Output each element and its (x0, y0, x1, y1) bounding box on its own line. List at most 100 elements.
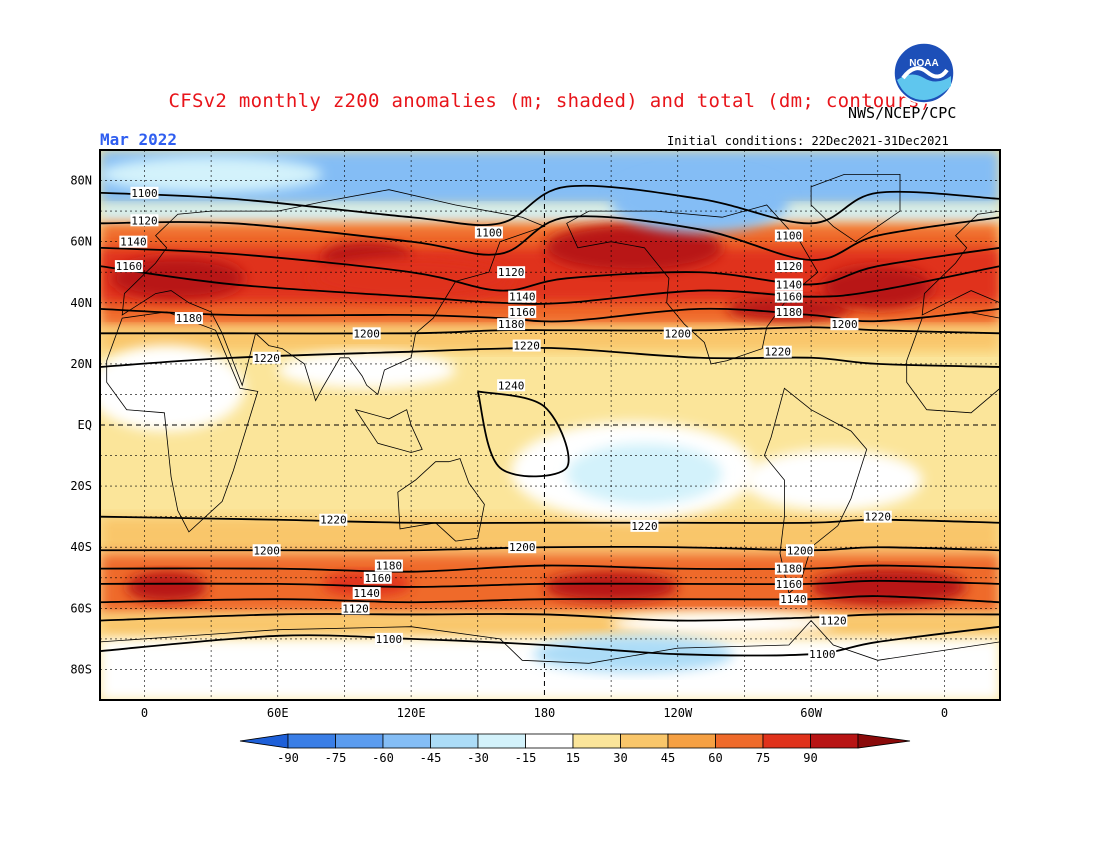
svg-text:1180: 1180 (498, 318, 525, 331)
contour-label: 1200 (786, 544, 814, 557)
lat-tick-label: 20N (70, 357, 92, 371)
anomaly-center (311, 256, 512, 300)
svg-text:1100: 1100 (809, 648, 836, 661)
contour-label: 1160 (363, 571, 392, 585)
colorbar-swatch (715, 733, 764, 749)
svg-text:1100: 1100 (476, 227, 503, 240)
contour-1140 (100, 246, 1000, 292)
contour-label: 1180 (374, 559, 403, 573)
lat-tick-label: 80N (70, 174, 92, 188)
contour-label: 1200 (352, 327, 381, 340)
svg-text:1180: 1180 (776, 306, 803, 319)
svg-text:1120: 1120 (342, 602, 369, 615)
contour-label: 1200 (663, 327, 692, 340)
colorbar-swatch (477, 733, 526, 749)
svg-text:1200: 1200 (665, 327, 692, 340)
subarctic-band (100, 205, 1000, 224)
contour-label: 1200 (508, 541, 537, 554)
svg-text:1200: 1200 (253, 544, 280, 557)
colorbar-swatch (572, 733, 621, 749)
neutral-patch (611, 611, 834, 636)
contour-label: 1100 (808, 648, 837, 661)
lat-tick-label: 80S (70, 662, 92, 676)
colorbar-label: -75 (325, 751, 347, 765)
contour-label: 1180 (774, 562, 803, 576)
contour-label: 1220 (252, 351, 281, 365)
contour-label: 1140 (352, 587, 381, 600)
svg-text:1240: 1240 (498, 379, 525, 392)
svg-text:1140: 1140 (780, 593, 807, 606)
contour-label: 1100 (474, 226, 503, 240)
svg-text:1220: 1220 (631, 520, 658, 533)
colorbar-label: -60 (372, 751, 394, 765)
colorbar-label: -90 (277, 751, 299, 765)
agency-label: NWS/NCEP/CPC (848, 104, 957, 122)
contour-label: 1140 (779, 593, 808, 606)
contour-1180 (100, 564, 1000, 573)
axis-labels: 80N 60N 40N 20N EQ 20S 40S 60S 80S 0 60E 120E 180 120… (70, 174, 948, 720)
contour-1140 (100, 595, 1000, 604)
contour-label: 1140 (774, 278, 803, 291)
map-frame (99, 149, 1001, 701)
lon-tick-label: 60W (800, 706, 822, 720)
contour-label: 1160 (774, 290, 803, 304)
svg-text:1220: 1220 (320, 514, 347, 527)
height-contours (100, 184, 1000, 657)
colorbar-swatch (667, 733, 716, 749)
colorbar-label: -45 (420, 751, 442, 765)
svg-text:1120: 1120 (820, 615, 847, 628)
svg-text:1140: 1140 (120, 236, 147, 249)
colorbar-swatch (335, 733, 384, 749)
colorbar-label: -15 (515, 751, 537, 765)
contour-label: 1180 (497, 318, 526, 331)
lat-tick-label: 40N (70, 296, 92, 310)
lat-tick-label: 60S (70, 601, 92, 615)
neutral-patch (744, 449, 923, 511)
contour-label: 1120 (497, 266, 526, 279)
contour-label: 1200 (252, 544, 281, 557)
svg-text:1180: 1180 (176, 312, 203, 325)
contour-1160 (100, 579, 1000, 588)
colorbar-label: -30 (467, 751, 489, 765)
colorbar-label: 30 (613, 751, 627, 765)
contour-label: 1160 (508, 305, 537, 319)
lon-tick-label: 0 (141, 706, 148, 720)
colorbar-label: 60 (708, 751, 722, 765)
anomaly-center (126, 571, 207, 603)
svg-text:1180: 1180 (376, 560, 403, 573)
contour-label: 1220 (630, 519, 659, 533)
contour-1100 (100, 184, 1000, 226)
contour-label: 1220 (512, 339, 541, 353)
europe-asia-outline (121, 189, 546, 402)
svg-text:1200: 1200 (787, 544, 814, 557)
lon-tick-label: 0 (941, 706, 948, 720)
noaa-logo-text: NOAA (909, 58, 938, 69)
svg-text:1140: 1140 (353, 587, 380, 600)
contour-label: 1160 (774, 577, 803, 591)
svg-text:1200: 1200 (509, 541, 536, 554)
colorbar-arrow-right (857, 733, 911, 749)
contour-label: 1220 (319, 513, 348, 527)
colorbar-swatch (810, 733, 859, 749)
anomaly-center (822, 266, 934, 309)
initial-conditions: Initial conditions: 22Dec2021-31Dec2021 (667, 134, 949, 148)
contour-label: 1100 (774, 229, 803, 243)
contour-label: 1140 (119, 235, 148, 249)
contour-label: 1220 (763, 345, 792, 359)
svg-text:1100: 1100 (376, 633, 403, 646)
svg-text:1120: 1120 (498, 266, 525, 279)
svg-text:1220: 1220 (513, 340, 540, 353)
lat-tick-label: EQ (78, 418, 92, 432)
svg-text:1100: 1100 (776, 230, 803, 243)
svg-text:1200: 1200 (353, 327, 380, 340)
colorbar-label: 15 (566, 751, 580, 765)
neutral-patch (277, 351, 456, 389)
neutral-patch (100, 345, 245, 432)
contour-label: 1240 (497, 379, 526, 392)
europe-wrap-outline (921, 210, 1000, 316)
svg-text:1160: 1160 (365, 572, 392, 585)
svg-text:1160: 1160 (776, 291, 803, 304)
svg-text:1180: 1180 (776, 563, 803, 576)
colorbar-swatch (762, 733, 811, 749)
